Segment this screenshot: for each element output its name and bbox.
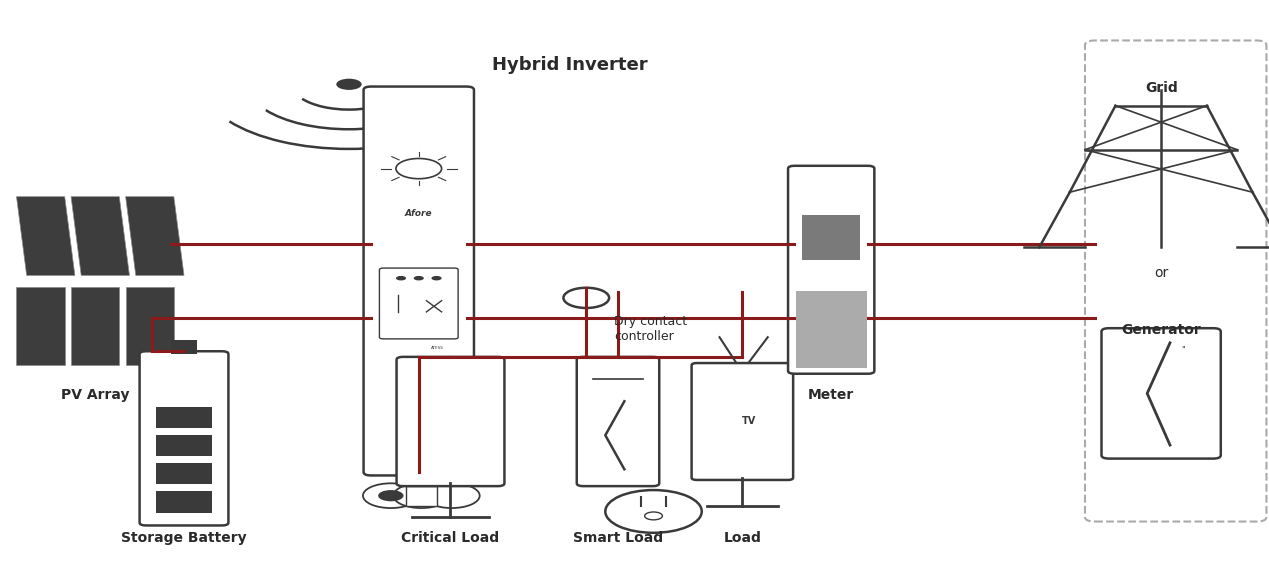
Text: '': '': [1181, 346, 1187, 355]
Circle shape: [563, 288, 609, 308]
Circle shape: [363, 483, 419, 508]
Bar: [156, 491, 212, 513]
Bar: [406, 486, 437, 506]
Text: PV Array: PV Array: [61, 388, 129, 402]
Text: Afore: Afore: [405, 209, 433, 218]
FancyBboxPatch shape: [576, 357, 660, 486]
Circle shape: [424, 483, 480, 508]
Circle shape: [431, 276, 442, 280]
FancyBboxPatch shape: [396, 357, 504, 486]
FancyBboxPatch shape: [692, 363, 793, 480]
Polygon shape: [16, 287, 65, 365]
Polygon shape: [126, 287, 174, 365]
Bar: [156, 435, 212, 456]
Text: Meter: Meter: [808, 388, 854, 402]
Text: Critical Load: Critical Load: [401, 531, 500, 545]
Text: TV: TV: [741, 416, 756, 427]
Polygon shape: [71, 287, 119, 365]
Bar: [170, 340, 197, 354]
Circle shape: [414, 276, 424, 280]
Text: ATESS: ATESS: [431, 346, 444, 350]
FancyBboxPatch shape: [364, 87, 475, 475]
FancyBboxPatch shape: [140, 351, 228, 525]
Text: Storage Battery: Storage Battery: [122, 531, 246, 545]
FancyBboxPatch shape: [379, 268, 458, 339]
Text: Grid: Grid: [1145, 81, 1178, 96]
Bar: [802, 215, 860, 260]
Circle shape: [396, 276, 406, 280]
FancyBboxPatch shape: [788, 166, 874, 374]
Text: or: or: [1154, 266, 1169, 279]
Circle shape: [336, 79, 362, 90]
Text: Hybrid Inverter: Hybrid Inverter: [492, 56, 648, 74]
Text: Generator: Generator: [1122, 323, 1200, 337]
Polygon shape: [16, 197, 75, 275]
Bar: [156, 407, 212, 428]
FancyBboxPatch shape: [1101, 328, 1221, 459]
Text: Dry contact
controller: Dry contact controller: [614, 315, 688, 343]
FancyBboxPatch shape: [1085, 40, 1266, 522]
Bar: [156, 463, 212, 484]
Text: Smart Load: Smart Load: [572, 531, 664, 545]
Polygon shape: [126, 197, 184, 275]
Circle shape: [378, 490, 404, 501]
Bar: [796, 291, 867, 368]
Polygon shape: [71, 197, 129, 275]
Circle shape: [393, 483, 449, 508]
Circle shape: [605, 490, 702, 533]
Text: Load: Load: [723, 531, 761, 545]
